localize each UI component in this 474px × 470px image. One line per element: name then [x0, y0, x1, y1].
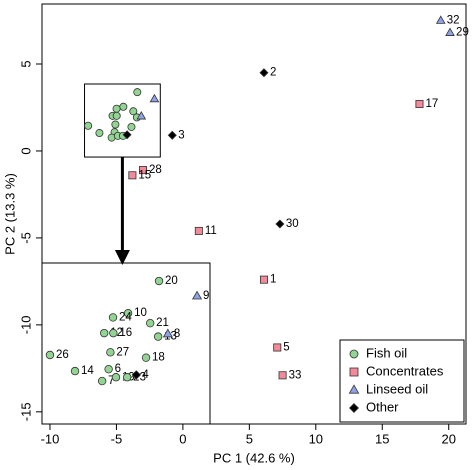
point [104, 364, 113, 374]
y-tick-label: 5 [18, 60, 33, 67]
x-tick-label: -5 [111, 431, 123, 446]
inset-point-label: 7 [108, 375, 114, 387]
point-label: 30 [286, 218, 299, 230]
plot-frame [41, 3, 467, 425]
point-label: 2 [270, 67, 276, 79]
inset-point-label: 27 [116, 346, 129, 358]
x-tick-label: 5 [246, 431, 253, 446]
x-tick-label: 15 [375, 431, 389, 446]
point [145, 318, 155, 328]
inset-frame [41, 262, 211, 425]
inset-point-label: 26 [56, 349, 69, 361]
x-axis-label: PC 1 (42.6 %) [213, 450, 295, 465]
point [154, 276, 164, 286]
point [131, 370, 142, 380]
point-label: 11 [205, 225, 217, 237]
x-tick-label: 20 [441, 431, 455, 446]
point-label: 15 [138, 169, 151, 181]
inset-point-label: 14 [81, 365, 94, 377]
point [112, 111, 121, 120]
point [259, 68, 269, 78]
y-tick-label: 0 [18, 147, 33, 154]
y-tick-label: -5 [18, 232, 33, 244]
point [273, 343, 282, 352]
x-tick-label: -10 [41, 431, 60, 446]
point-label: 32 [447, 15, 460, 27]
inset-point-label: 6 [115, 363, 121, 375]
legend-marker [349, 367, 359, 377]
point-label: 5 [283, 342, 289, 354]
point [141, 353, 151, 362]
inset-point-label: 10 [134, 307, 147, 319]
point-label: 1 [270, 274, 276, 286]
point [111, 120, 120, 129]
point [133, 88, 142, 97]
point-label: 28 [149, 164, 162, 176]
inset-point-label: 9 [203, 290, 209, 302]
point-label: 33 [289, 369, 302, 381]
point [70, 366, 80, 376]
legend-marker [348, 384, 360, 394]
legend-frame [339, 339, 465, 423]
point [112, 104, 121, 113]
point [109, 328, 118, 338]
point [162, 328, 173, 338]
inset-point-label: 16 [119, 327, 132, 339]
point [111, 373, 121, 382]
point [123, 309, 133, 318]
point [108, 313, 118, 322]
x-tick-label: 0 [179, 431, 186, 446]
legend-marker [349, 403, 359, 413]
point [153, 332, 163, 341]
point [435, 15, 446, 24]
legend-label: Linseed oil [366, 381, 428, 396]
inset-point-label: 8 [174, 328, 180, 340]
point [127, 122, 136, 131]
point [275, 219, 285, 229]
point [119, 102, 128, 111]
point [106, 348, 115, 357]
legend-label: Other [366, 399, 399, 414]
legend-label: Concentrates [366, 363, 444, 378]
inset-point-label: 18 [152, 352, 165, 364]
point [149, 93, 160, 103]
point [139, 166, 148, 175]
zoom-box [84, 83, 161, 158]
point [445, 27, 455, 36]
legend-label: Fish oil [366, 345, 407, 360]
inset-point-label: 4 [142, 369, 149, 381]
legend-marker [349, 349, 359, 359]
point [122, 373, 132, 382]
point-label: 29 [456, 27, 469, 39]
point [129, 107, 138, 116]
inset-point-label: 21 [156, 317, 169, 329]
point-label: 3 [178, 129, 184, 141]
point [45, 350, 55, 360]
inset-point-label: 24 [119, 311, 132, 323]
inset-point-label: 20 [165, 275, 178, 287]
point [99, 328, 109, 338]
point [128, 171, 137, 180]
y-axis-label: PC 2 (13.3 %) [2, 173, 17, 255]
y-tick-label: -10 [18, 315, 33, 334]
point [167, 130, 177, 140]
y-tick-label: -15 [18, 402, 33, 421]
point [415, 100, 424, 109]
point [97, 376, 107, 386]
point [259, 275, 268, 284]
point [191, 290, 203, 300]
point [95, 129, 104, 138]
point-label: 17 [425, 98, 438, 110]
x-tick-label: 10 [309, 431, 323, 446]
point [136, 111, 147, 120]
point [194, 226, 203, 235]
point [122, 130, 132, 140]
point [278, 371, 287, 380]
point [84, 121, 93, 130]
